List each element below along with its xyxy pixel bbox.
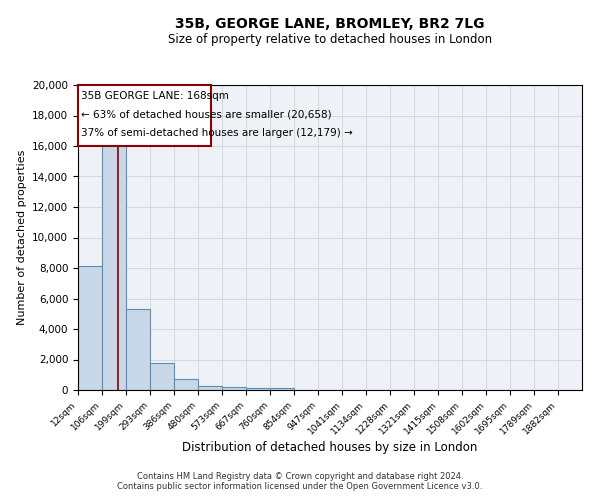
Text: Contains HM Land Registry data © Crown copyright and database right 2024.: Contains HM Land Registry data © Crown c…: [137, 472, 463, 481]
Bar: [270, 388, 294, 390]
Text: Size of property relative to detached houses in London: Size of property relative to detached ho…: [168, 32, 492, 46]
FancyBboxPatch shape: [78, 85, 211, 146]
Text: Contains public sector information licensed under the Open Government Licence v3: Contains public sector information licen…: [118, 482, 482, 491]
Bar: [198, 386, 222, 390]
Bar: [222, 387, 246, 390]
Bar: [246, 388, 270, 390]
Y-axis label: Number of detached properties: Number of detached properties: [17, 150, 26, 325]
Bar: [174, 380, 198, 390]
X-axis label: Distribution of detached houses by size in London: Distribution of detached houses by size …: [182, 442, 478, 454]
Bar: [150, 362, 174, 390]
Bar: [102, 137, 126, 390]
Bar: [78, 266, 102, 390]
Text: 35B GEORGE LANE: 168sqm: 35B GEORGE LANE: 168sqm: [80, 90, 229, 101]
Bar: [126, 309, 150, 390]
Text: 35B, GEORGE LANE, BROMLEY, BR2 7LG: 35B, GEORGE LANE, BROMLEY, BR2 7LG: [175, 18, 485, 32]
Text: 37% of semi-detached houses are larger (12,179) →: 37% of semi-detached houses are larger (…: [80, 128, 352, 138]
Text: ← 63% of detached houses are smaller (20,658): ← 63% of detached houses are smaller (20…: [80, 110, 331, 120]
